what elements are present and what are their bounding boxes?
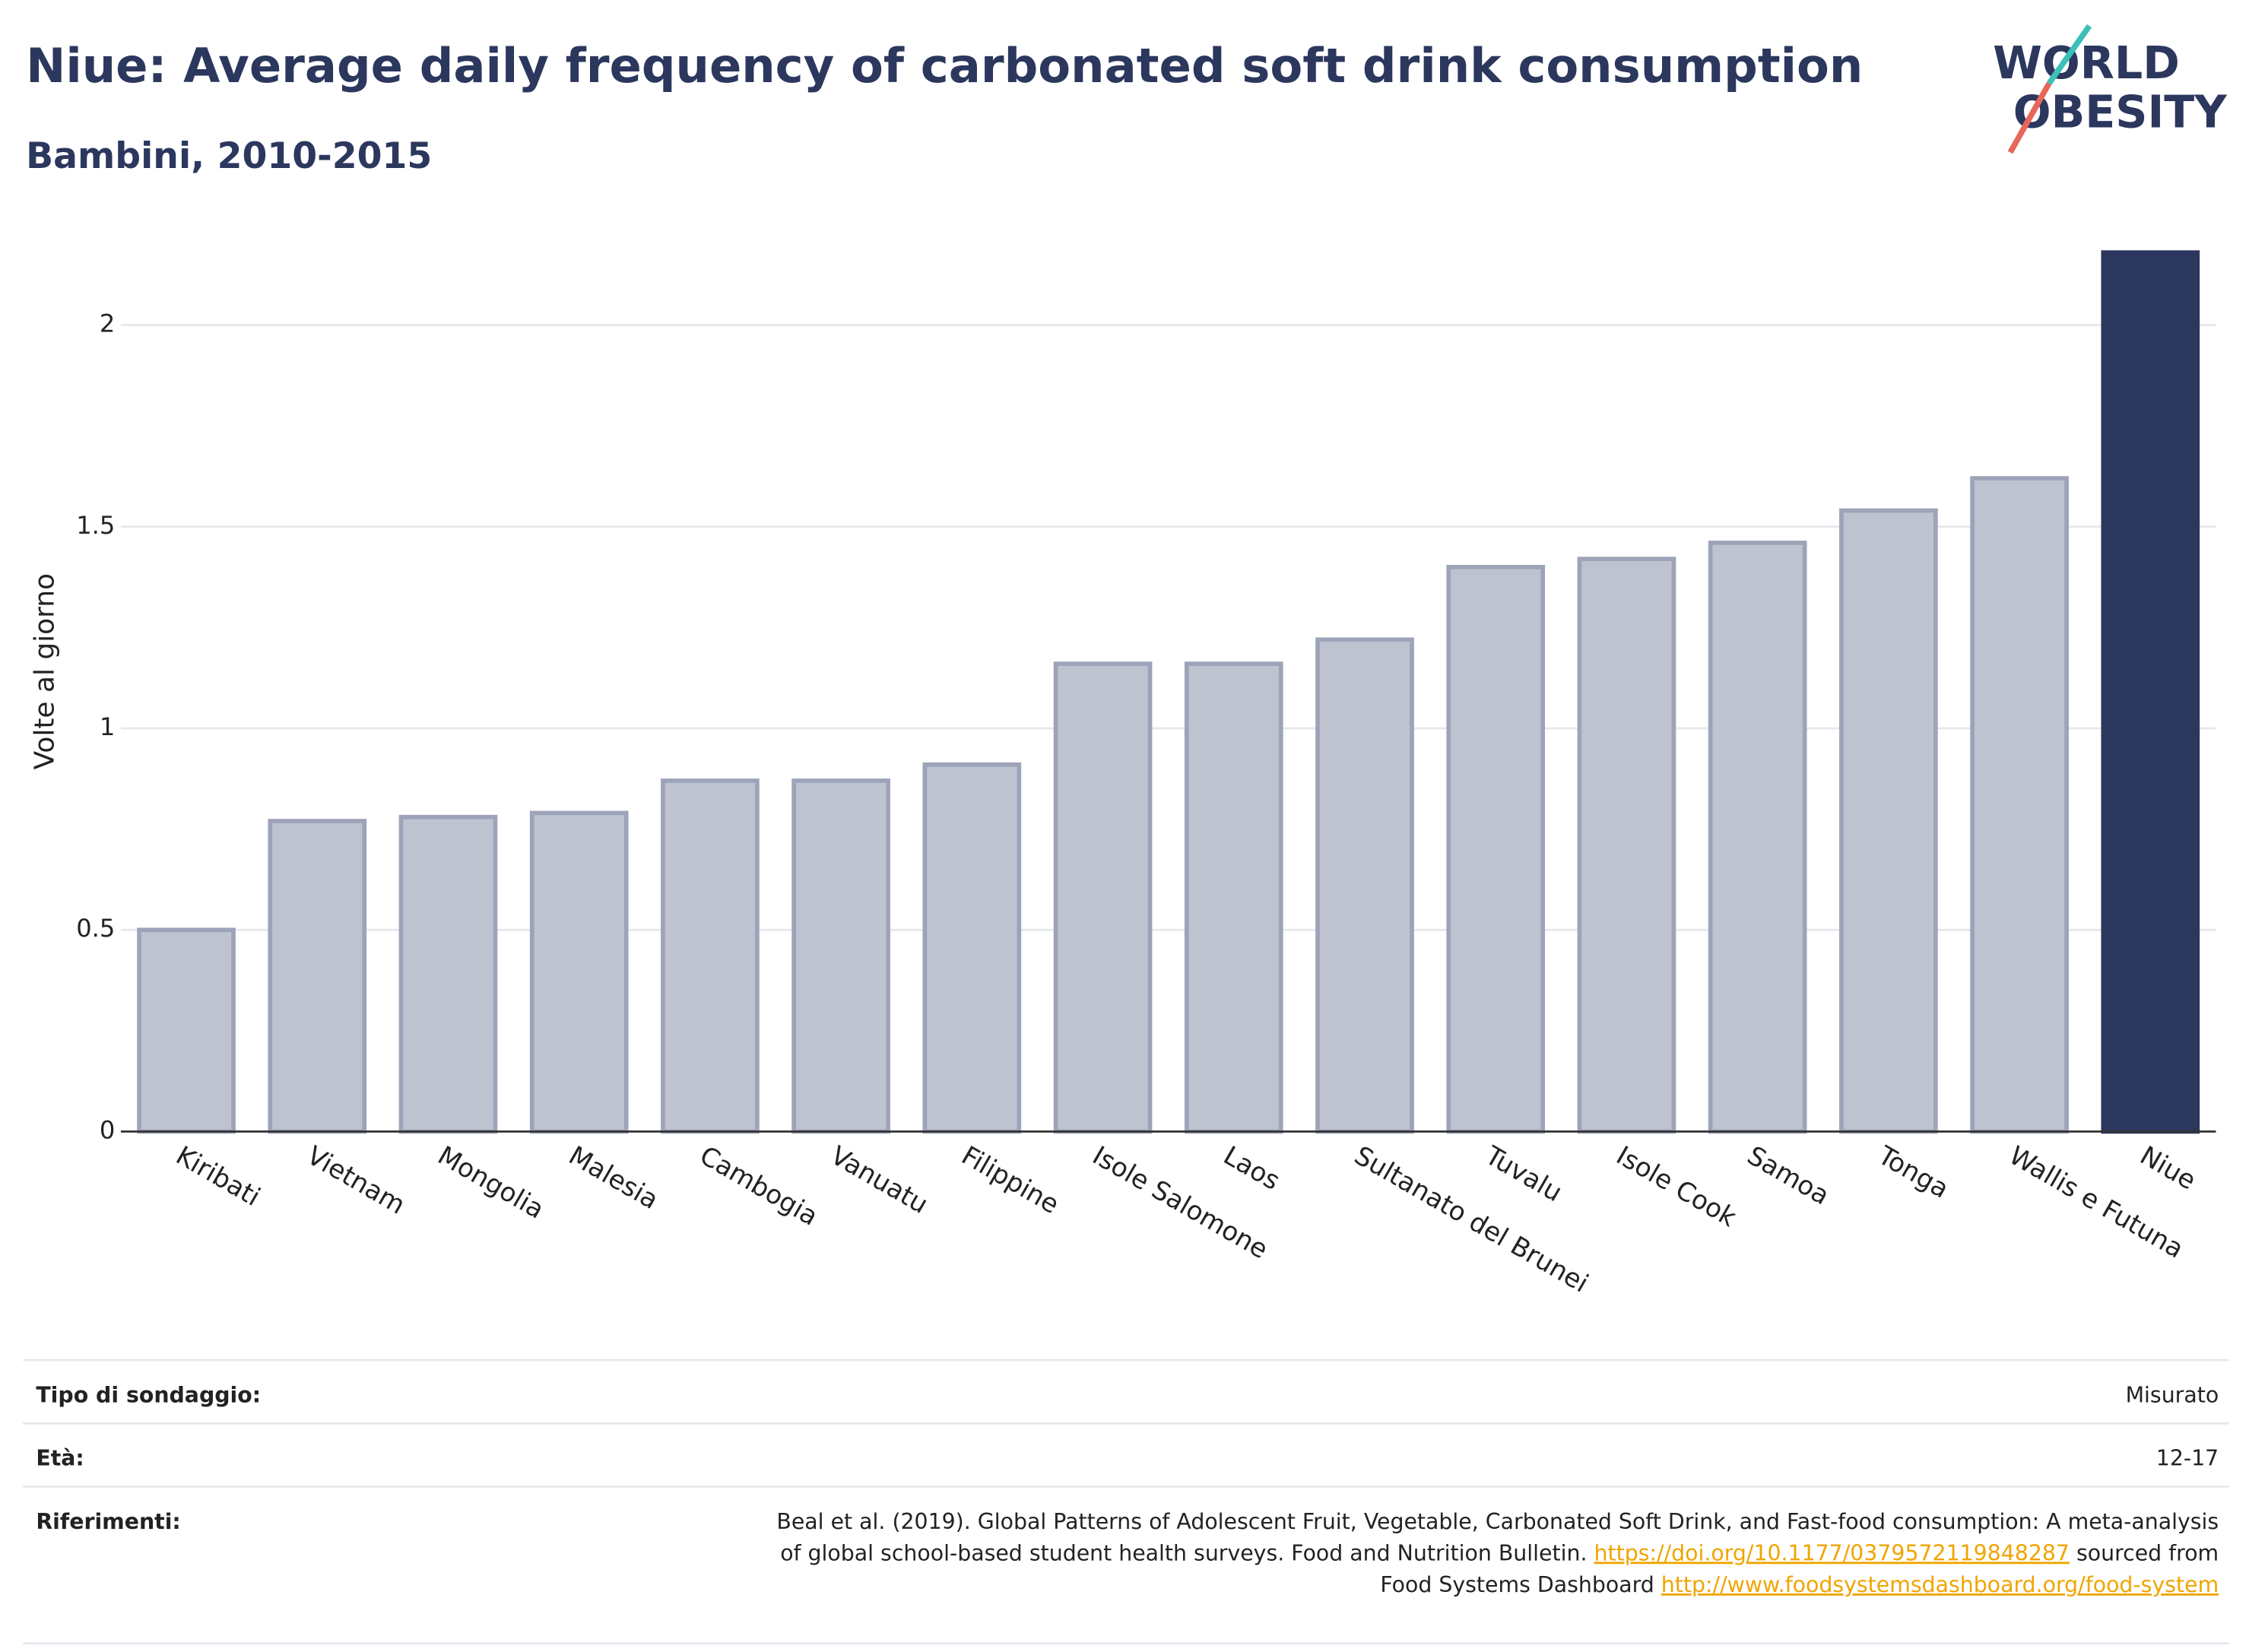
x-tick-label: Isole Cook [1611,1140,1742,1233]
row-value: 12-17 [2156,1446,2219,1471]
bar [1446,564,1546,1134]
x-tick-label: Kiribati [170,1140,265,1213]
row-value: Food Systems Dashboard http://www.foodsy… [1380,1572,2219,1597]
bar [922,762,1022,1134]
bar [268,819,367,1134]
y-tick-label: 0.5 [76,914,115,943]
logo: WORLD OBESITY [1993,24,2228,154]
row-value: Misurato [2126,1382,2219,1407]
text-segment: Food Systems Dashboard [1380,1572,1661,1597]
bar [1970,476,2069,1134]
bar [791,778,890,1134]
link[interactable]: http://www.foodsystemsdashboard.org/food… [1661,1572,2219,1597]
logo-text: OBESITY [2013,86,2228,138]
x-tick-label: Vanuatu [826,1140,934,1220]
row-label: Tipo di sondaggio: [36,1382,261,1407]
bar [529,810,629,1134]
y-tick-label: 2 [100,309,115,338]
logo-slash [2007,81,2052,154]
bar [1577,556,1676,1134]
text-segment: sourced from [2070,1540,2219,1565]
x-tick-label: Cambogia [694,1140,823,1232]
bar [661,778,760,1134]
x-tick-label: Mongolia [433,1140,549,1226]
text-segment: Misurato [2126,1382,2219,1407]
x-tick-label: Laos [1218,1140,1285,1197]
row-label: Riferimenti: [36,1509,180,1534]
text-segment: 12-17 [2156,1446,2219,1471]
bar [1053,661,1153,1134]
x-tick-label: Niue [2135,1140,2201,1196]
x-tick-label: Samoa [1742,1140,1835,1211]
x-tick-label: Tonga [1872,1140,1953,1205]
text-segment: Beal et al. (2019). Global Patterns of A… [776,1509,2219,1534]
row-value: of global school-based student health su… [780,1540,2219,1565]
x-tick-label: Vietnam [302,1140,411,1221]
y-tick-label: 1 [100,712,115,741]
logo-text: WORLD [1993,37,2180,89]
text-segment: of global school-based student health su… [780,1540,1594,1565]
chart-title: Niue: Average daily frequency of carbona… [26,38,1863,94]
bar [1184,661,1283,1134]
row-value: Beal et al. (2019). Global Patterns of A… [776,1509,2219,1534]
row-label: Età: [36,1446,84,1471]
bar [2101,250,2200,1134]
chart-subtitle: Bambini, 2010-2015 [26,135,432,177]
x-tick-label: Filippine [956,1140,1064,1220]
x-tick-label: Tuvalu [1480,1140,1567,1209]
bar [1315,637,1414,1134]
bar [1839,508,1938,1134]
logo-slash [2046,24,2092,85]
bar [398,814,498,1134]
bar [137,927,236,1134]
bar [1708,541,1807,1134]
x-tick-label: Malesia [563,1140,663,1216]
y-tick-label: 1.5 [76,511,115,540]
y-axis-label: Volte al giorno [30,573,61,769]
link[interactable]: https://doi.org/10.1177/0379572119848287 [1594,1540,2070,1565]
x-tick-label: Sultanato del Brunei [1349,1140,1593,1299]
y-tick-label: 0 [100,1115,115,1144]
